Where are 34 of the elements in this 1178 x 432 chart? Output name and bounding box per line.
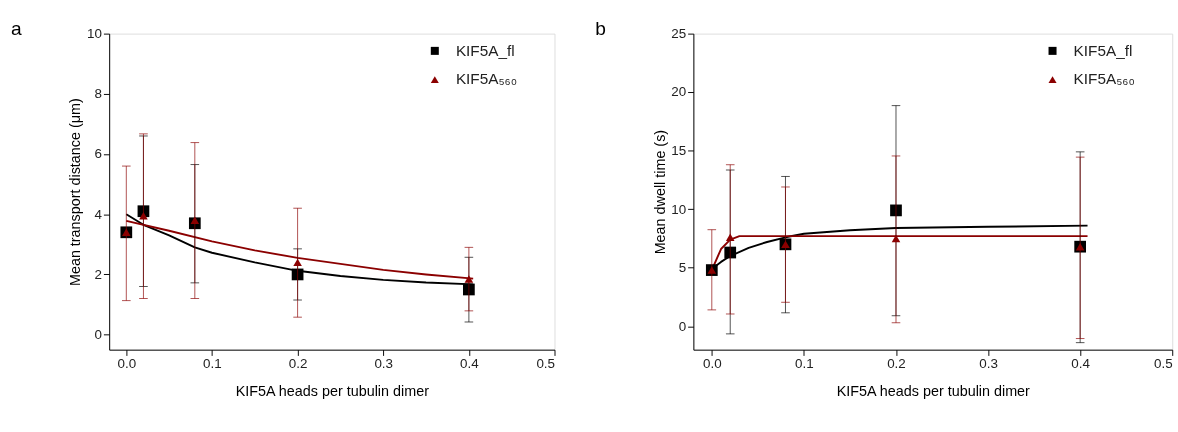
- x-axis-title: KIF5A heads per tubulin dimer: [235, 383, 430, 400]
- y-tick-label: 15: [671, 143, 687, 158]
- x-tick-label: 0.0: [702, 356, 722, 372]
- legend-label: KIF5A_fl: [1073, 41, 1133, 59]
- x-axis-title: KIF5A heads per tubulin dimer: [836, 383, 1031, 400]
- x-tick-label: 0.3: [979, 356, 998, 372]
- y-tick-label: 0: [678, 318, 687, 334]
- x-tick-label: 0.4: [460, 356, 480, 372]
- y-axis-title: Mean dwell time (s): [651, 129, 668, 255]
- y-tick-label: 0: [94, 326, 102, 342]
- x-tick-label: 0.4: [1071, 356, 1091, 372]
- x-tick-label: 0.1: [203, 356, 222, 372]
- y-tick-label: 10: [671, 201, 687, 217]
- x-tick-label: 0.2: [288, 356, 308, 372]
- x-tick-label: 0.3: [374, 356, 394, 372]
- x-tick-label: 0.5: [1154, 356, 1173, 372]
- legend-label: KIF5A₅₆₀: [1073, 70, 1135, 88]
- y-tick-label: 25: [671, 25, 687, 41]
- y-tick-label: 2: [94, 266, 102, 282]
- y-tick-label: 20: [671, 84, 687, 100]
- chart-title: a: [10, 17, 22, 39]
- x-tick-label: 0.2: [887, 356, 906, 372]
- y-tick-label: 4: [94, 206, 103, 222]
- y-tick-label: 5: [678, 260, 687, 276]
- legend-label: KIF5A_fl: [455, 41, 515, 59]
- legend-label: KIF5A₅₆₀: [455, 70, 518, 88]
- x-tick-label: 0.1: [795, 356, 814, 372]
- y-tick-label: 6: [94, 146, 102, 162]
- y-tick-label: 10: [87, 25, 102, 41]
- x-tick-label: 0.5: [536, 356, 555, 372]
- chart-title: b: [595, 17, 606, 39]
- y-axis-title: Mean transport distance (μm): [67, 98, 84, 287]
- y-tick-label: 8: [94, 86, 102, 102]
- x-tick-label: 0.0: [117, 356, 137, 372]
